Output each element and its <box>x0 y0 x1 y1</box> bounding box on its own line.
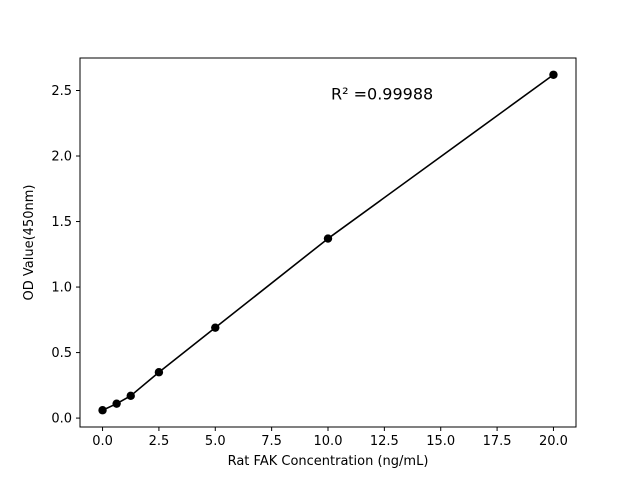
y-tick-label: 0.5 <box>51 346 72 361</box>
data-point <box>323 234 333 243</box>
data-point <box>211 323 220 332</box>
r-squared-annotation: R² =0.99988 <box>331 85 433 104</box>
x-tick-label: 20.0 <box>539 434 568 449</box>
x-tick-label: 17.5 <box>483 434 512 449</box>
x-tick-label: 5.0 <box>205 434 226 449</box>
y-tick-label: 0.0 <box>51 412 72 427</box>
data-point <box>549 70 558 79</box>
x-tick-label: 12.5 <box>370 434 399 449</box>
x-tick-label: 15.0 <box>426 434 455 449</box>
data-point <box>98 406 107 415</box>
y-axis-label: OD Value(450nm) <box>22 185 37 301</box>
y-tick-label: 1.5 <box>51 215 72 230</box>
x-tick-label: 7.5 <box>261 434 282 449</box>
x-tick-label: 10.0 <box>314 434 343 449</box>
x-axis-label: Rat FAK Concentration (ng/mL) <box>228 454 429 469</box>
data-point <box>154 368 164 377</box>
data-point <box>126 391 135 401</box>
x-tick-label: 0.0 <box>92 434 113 449</box>
y-tick-label: 2.0 <box>51 150 72 165</box>
y-tick-label: 2.5 <box>51 84 72 99</box>
y-tick-label: 1.0 <box>51 281 72 296</box>
x-tick-label: 2.5 <box>149 434 170 449</box>
data-point <box>112 399 121 408</box>
